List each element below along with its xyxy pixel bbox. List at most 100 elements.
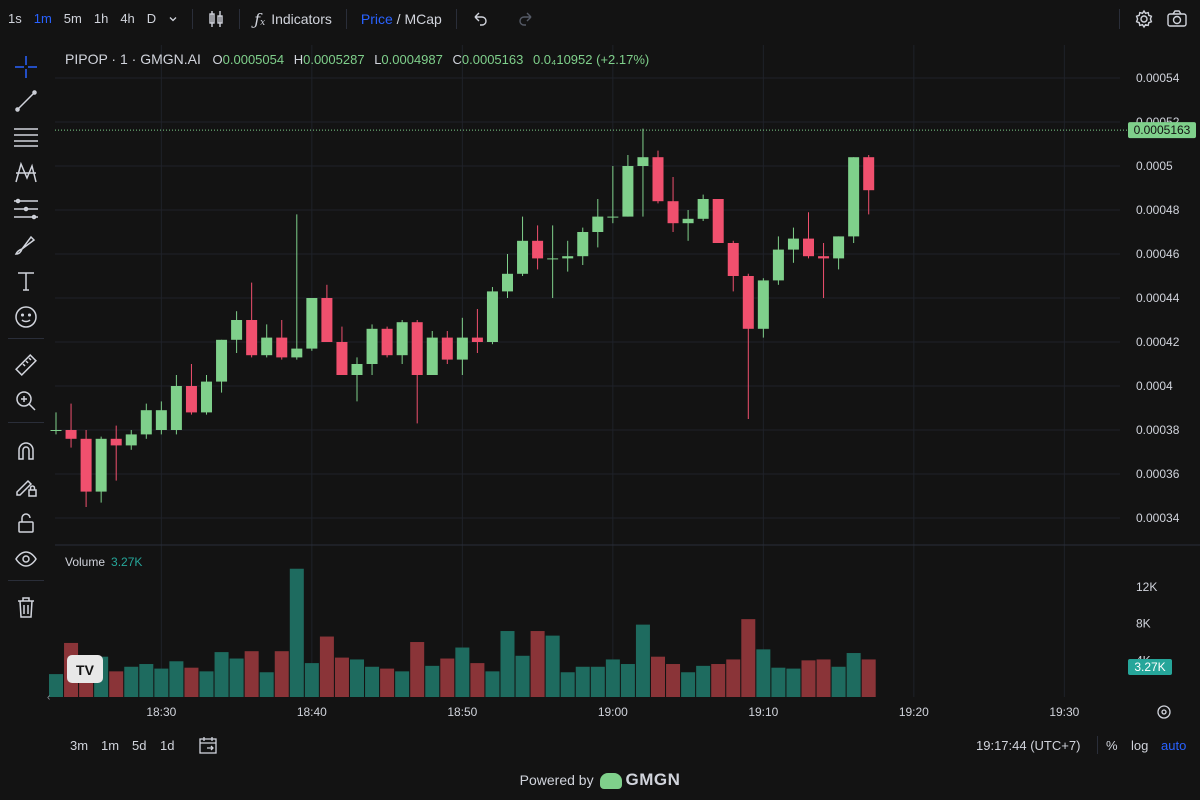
volume-axis: 12K8K4K: [1136, 580, 1157, 667]
ruler-measure-icon[interactable]: [10, 350, 42, 380]
candle-body: [441, 337, 453, 360]
candle-body: [276, 337, 288, 358]
zoom-in-icon[interactable]: [10, 386, 42, 416]
indicators-label: Indicators: [271, 11, 332, 27]
brush-tool-icon[interactable]: [10, 230, 42, 260]
crosshair-tool-icon[interactable]: [10, 52, 42, 82]
toolbar-divider: [345, 9, 347, 29]
brand-name: GMGN: [625, 770, 681, 789]
volume-bar: [786, 668, 801, 697]
trend-line-tool-icon[interactable]: [10, 86, 42, 116]
magnet-icon[interactable]: [10, 436, 42, 466]
candle-body: [712, 199, 724, 243]
lock-drawing-pencil-icon[interactable]: [10, 472, 42, 502]
time-axis-settings-icon: [1157, 705, 1171, 719]
time-tick-label: 19:10: [748, 705, 778, 719]
toolbar-divider: [239, 9, 241, 29]
volume-bar: [425, 665, 440, 697]
volume-bar: [545, 635, 560, 697]
timeframe-4h[interactable]: 4h: [120, 11, 135, 26]
candle-type-icon[interactable]: [201, 10, 231, 28]
indicators-button[interactable]: ƒx Indicators: [248, 10, 338, 29]
volume-bar: [365, 666, 380, 697]
volume-bar: [139, 664, 154, 697]
pattern-tool-icon[interactable]: [10, 158, 42, 188]
volume-bar: [49, 674, 63, 697]
fib-retracement-tool-icon[interactable]: [10, 194, 42, 224]
candle-body: [622, 166, 634, 217]
percent-scale-toggle[interactable]: %: [1106, 738, 1118, 753]
mcap-toggle[interactable]: MCap: [404, 11, 442, 27]
redo-icon[interactable]: [511, 10, 541, 28]
price-mcap-toggle[interactable]: Price / MCap: [355, 11, 448, 27]
time-tick-label: 19:30: [1049, 705, 1079, 719]
volume-label: Volume: [65, 555, 106, 569]
powered-by-footer: Powered by GMGN: [0, 770, 1200, 790]
candle-body: [110, 438, 122, 446]
log-scale-toggle[interactable]: log: [1131, 738, 1149, 753]
range-5d[interactable]: 5d: [132, 738, 147, 753]
symbol-title: PIPOP · 1 · GMGN.AI: [65, 51, 201, 67]
candle-body: [351, 364, 363, 375]
candle-body: [321, 298, 333, 342]
eye-visibility-icon[interactable]: [10, 544, 42, 574]
candle-body: [803, 238, 814, 257]
undo-icon[interactable]: [465, 10, 495, 28]
volume-bar: [485, 671, 500, 697]
lock-icon[interactable]: [10, 508, 42, 538]
range-1m[interactable]: 1m: [101, 738, 120, 753]
timeframe-D[interactable]: D: [146, 11, 157, 26]
timeframe-1h[interactable]: 1h: [93, 11, 109, 26]
volume-bar: [696, 665, 711, 697]
price-tick-label: 0.00036: [1136, 467, 1180, 481]
volume-tick-label: 12K: [1136, 580, 1157, 594]
volume-bar: [455, 647, 470, 697]
candle-body: [185, 386, 197, 413]
price-tick-label: 0.00048: [1136, 203, 1180, 217]
volume-bar: [470, 663, 485, 697]
camera-snapshot-icon[interactable]: [1160, 9, 1194, 29]
range-1d[interactable]: 1d: [160, 738, 175, 753]
timeframe-dropdown-chevron-icon[interactable]: [162, 14, 184, 24]
trash-icon[interactable]: [10, 592, 42, 622]
bottom-divider: [1097, 736, 1098, 754]
candle-body: [140, 410, 152, 435]
candle-body: [411, 322, 423, 375]
candle-body: [592, 216, 604, 232]
emoji-tool-icon[interactable]: [10, 302, 42, 332]
volume-bar: [831, 666, 846, 697]
candle-body: [426, 337, 438, 375]
candle-body: [848, 157, 860, 237]
range-3m[interactable]: 3m: [70, 738, 89, 753]
settings-gear-icon[interactable]: [1128, 9, 1160, 29]
volume-bar: [530, 631, 545, 697]
powered-by-label: Powered by: [519, 772, 594, 788]
candle-body: [486, 291, 498, 342]
svg-text:TV: TV: [76, 662, 95, 678]
candle-body: [381, 328, 393, 356]
volume-bar: [756, 649, 771, 697]
timeframe-1s[interactable]: 1s: [8, 11, 22, 26]
price-toggle[interactable]: Price: [360, 11, 393, 27]
horizontal-lines-tool-icon[interactable]: [10, 122, 42, 152]
price-tick-label: 0.00042: [1136, 335, 1180, 349]
candle-body: [637, 157, 649, 166]
candle-body: [833, 236, 845, 259]
volume-bar: [771, 667, 786, 697]
timeframe-1m[interactable]: 1m: [33, 11, 52, 26]
candlesticks: [50, 128, 875, 507]
timeframe-5m[interactable]: 5m: [63, 11, 82, 26]
function-icon: ƒx: [254, 9, 266, 29]
toolbar-divider: [192, 9, 194, 29]
volume-bar: [575, 666, 590, 697]
text-tool-icon[interactable]: [10, 266, 42, 296]
volume-bar: [334, 657, 349, 697]
price-tick-label: 0.00044: [1136, 291, 1180, 305]
auto-scale-toggle[interactable]: auto: [1161, 738, 1187, 753]
volume-bar: [184, 667, 199, 697]
price-tick-label: 0.00038: [1136, 423, 1180, 437]
date-range-calendar-icon[interactable]: [198, 735, 218, 758]
clock-readout[interactable]: 19:17:44 (UTC+7): [976, 738, 1081, 753]
volume-bar: [635, 624, 650, 697]
